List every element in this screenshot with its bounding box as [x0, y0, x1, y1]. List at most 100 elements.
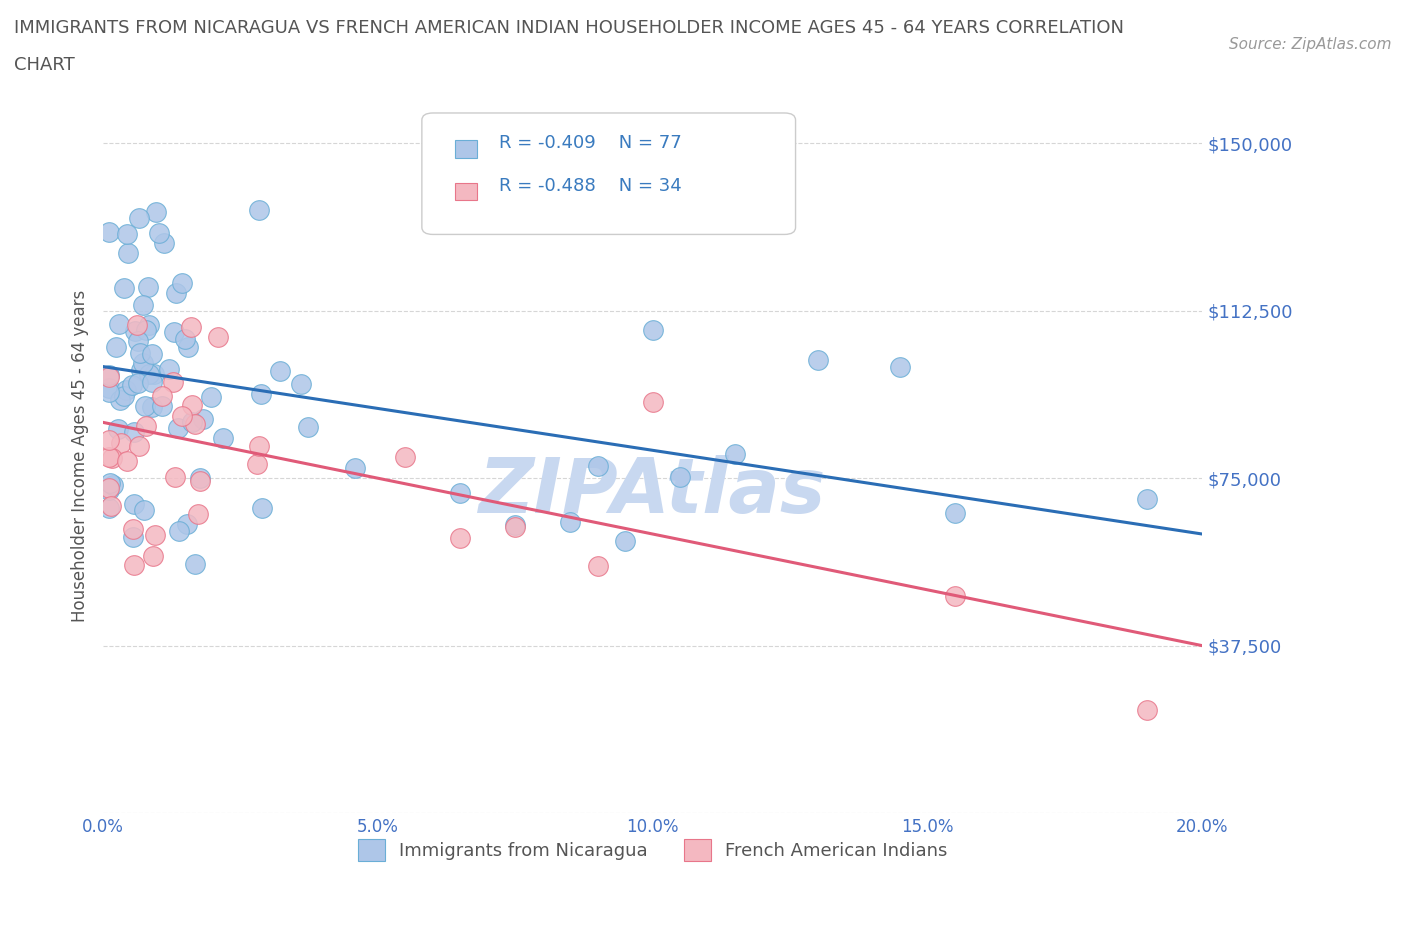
Point: [449, 485, 471, 500]
Point: [112, 281, 135, 296]
Text: R = -0.409    N = 77: R = -0.409 N = 77: [499, 134, 682, 153]
Point: [173, 331, 195, 346]
Point: [167, 421, 190, 436]
Point: [97, 385, 120, 400]
Point: [132, 298, 155, 312]
Point: [207, 329, 229, 344]
Point: [114, 389, 136, 404]
Point: [614, 534, 637, 549]
Point: [180, 320, 202, 335]
Point: [247, 203, 270, 218]
Text: R = -0.488    N = 34: R = -0.488 N = 34: [499, 178, 682, 195]
Point: [141, 399, 163, 414]
Point: [191, 412, 214, 427]
Point: [188, 473, 211, 488]
Point: [449, 530, 471, 545]
Point: [136, 280, 159, 295]
Point: [135, 418, 157, 433]
Point: [97, 501, 120, 516]
Point: [180, 397, 202, 412]
Point: [117, 226, 139, 241]
Point: [97, 483, 120, 498]
Point: [165, 286, 187, 300]
Point: [142, 549, 165, 564]
Point: [128, 211, 150, 226]
Point: [97, 370, 120, 385]
Point: [641, 394, 664, 409]
Point: [101, 477, 124, 492]
Point: [183, 557, 205, 572]
Point: [503, 518, 526, 533]
Point: [129, 363, 152, 378]
Point: [108, 317, 131, 332]
Point: [150, 399, 173, 414]
Point: [586, 458, 609, 473]
Point: [943, 506, 966, 521]
Point: [114, 382, 136, 397]
Point: [249, 439, 271, 454]
Point: [176, 517, 198, 532]
Point: [943, 589, 966, 604]
Point: [177, 339, 200, 354]
Point: [250, 500, 273, 515]
Point: [127, 334, 149, 349]
Point: [159, 361, 181, 376]
Point: [110, 392, 132, 407]
Point: [97, 368, 120, 383]
Point: [122, 522, 145, 537]
Point: [586, 558, 609, 573]
Point: [1136, 702, 1159, 717]
Point: [110, 435, 132, 450]
Point: [138, 318, 160, 333]
Point: [200, 390, 222, 405]
Point: [669, 470, 692, 485]
Point: [250, 387, 273, 402]
Point: [560, 514, 582, 529]
Point: [100, 498, 122, 513]
Point: [212, 431, 235, 445]
Text: CHART: CHART: [14, 56, 75, 73]
Point: [122, 424, 145, 439]
Point: [97, 449, 120, 464]
Point: [122, 530, 145, 545]
Point: [170, 408, 193, 423]
Point: [297, 420, 319, 435]
Point: [124, 324, 146, 339]
Point: [246, 456, 269, 471]
Point: [163, 470, 186, 485]
Point: [135, 323, 157, 338]
Point: [148, 226, 170, 241]
Point: [141, 346, 163, 361]
Point: [143, 366, 166, 381]
Point: [132, 502, 155, 517]
Text: Source: ZipAtlas.com: Source: ZipAtlas.com: [1229, 37, 1392, 52]
Point: [127, 317, 149, 332]
Point: [269, 364, 291, 379]
Point: [889, 360, 911, 375]
Point: [503, 520, 526, 535]
Point: [141, 374, 163, 389]
Point: [184, 417, 207, 432]
Point: [134, 399, 156, 414]
Point: [181, 415, 204, 430]
Point: [806, 352, 828, 367]
Bar: [454, 182, 477, 201]
Point: [343, 461, 366, 476]
Text: ZIPAtlas: ZIPAtlas: [479, 455, 827, 528]
Point: [97, 481, 120, 496]
FancyBboxPatch shape: [422, 113, 796, 234]
Point: [98, 475, 121, 490]
Point: [128, 439, 150, 454]
Point: [117, 453, 139, 468]
Point: [170, 275, 193, 290]
Point: [152, 235, 174, 250]
Point: [1136, 492, 1159, 507]
Point: [107, 421, 129, 436]
Point: [97, 432, 120, 447]
Point: [641, 323, 664, 338]
Point: [143, 527, 166, 542]
Point: [122, 497, 145, 512]
Point: [128, 346, 150, 361]
Point: [167, 524, 190, 538]
Point: [290, 377, 312, 392]
